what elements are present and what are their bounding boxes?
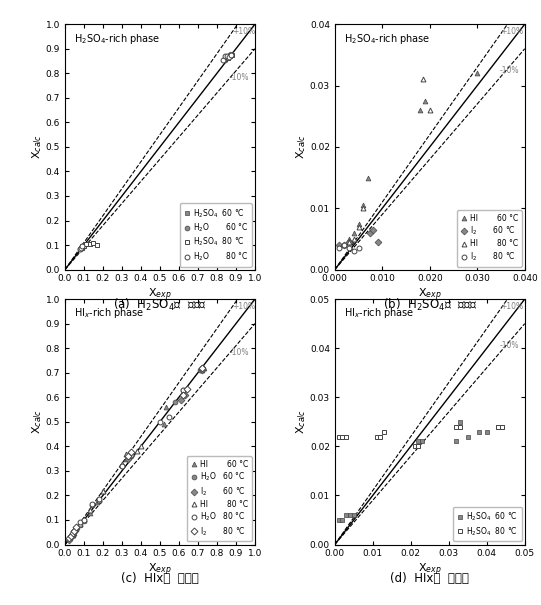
Text: H$_2$SO$_4$-rich phase: H$_2$SO$_4$-rich phase [75,31,161,45]
Legend: HI        60 °C, H$_2$O   60 °C, I$_2$       60 °C, HI        80 °C, H$_2$O   80: HI 60 °C, H$_2$O 60 °C, I$_2$ 60 °C, HI … [187,456,252,541]
X-axis label: X$_{exp}$: X$_{exp}$ [148,286,172,302]
Text: HI$_x$-rich phase: HI$_x$-rich phase [344,307,415,321]
X-axis label: X$_{exp}$: X$_{exp}$ [418,561,441,578]
Text: (d)  HIx상  불순물: (d) HIx상 불순물 [390,572,469,584]
Text: -10%: -10% [230,73,249,82]
Text: -10%: -10% [230,348,249,357]
Legend: HI        60 °C, I$_2$       60 °C, HI        80 °C, I$_2$       80 °C: HI 60 °C, I$_2$ 60 °C, HI 80 °C, I$_2$ 8… [457,210,522,267]
Text: -10%: -10% [499,341,519,350]
Text: (a)  H$_2$SO$_4$상  주성분: (a) H$_2$SO$_4$상 주성분 [113,297,207,313]
Text: +10%: +10% [500,301,523,310]
Text: -10%: -10% [499,66,519,75]
Y-axis label: X$_{calc}$: X$_{calc}$ [30,409,44,434]
Y-axis label: X$_{calc}$: X$_{calc}$ [294,409,308,434]
Legend: H$_2$SO$_4$  60 °C, H$_2$SO$_4$  80 °C: H$_2$SO$_4$ 60 °C, H$_2$SO$_4$ 80 °C [453,507,522,541]
X-axis label: X$_{exp}$: X$_{exp}$ [148,561,172,578]
Text: (b)  H$_2$SO$_4$상  불순물: (b) H$_2$SO$_4$상 불순물 [382,297,477,313]
Text: +10%: +10% [232,27,255,36]
Text: HI$_x$-rich phase: HI$_x$-rich phase [75,307,145,321]
Text: (c)  HIx상  주성분: (c) HIx상 주성분 [121,572,199,584]
Text: +10%: +10% [500,27,523,36]
Text: +10%: +10% [232,301,255,310]
Text: H$_2$SO$_4$-rich phase: H$_2$SO$_4$-rich phase [344,31,431,45]
Legend: H$_2$SO$_4$  60 °C, H$_2$O       60 °C, H$_2$SO$_4$  80 °C, H$_2$O       80 °C: H$_2$SO$_4$ 60 °C, H$_2$O 60 °C, H$_2$SO… [180,203,252,267]
Y-axis label: X$_{calc}$: X$_{calc}$ [294,134,308,160]
X-axis label: X$_{exp}$: X$_{exp}$ [418,286,441,302]
Y-axis label: X$_{calc}$: X$_{calc}$ [30,134,44,160]
